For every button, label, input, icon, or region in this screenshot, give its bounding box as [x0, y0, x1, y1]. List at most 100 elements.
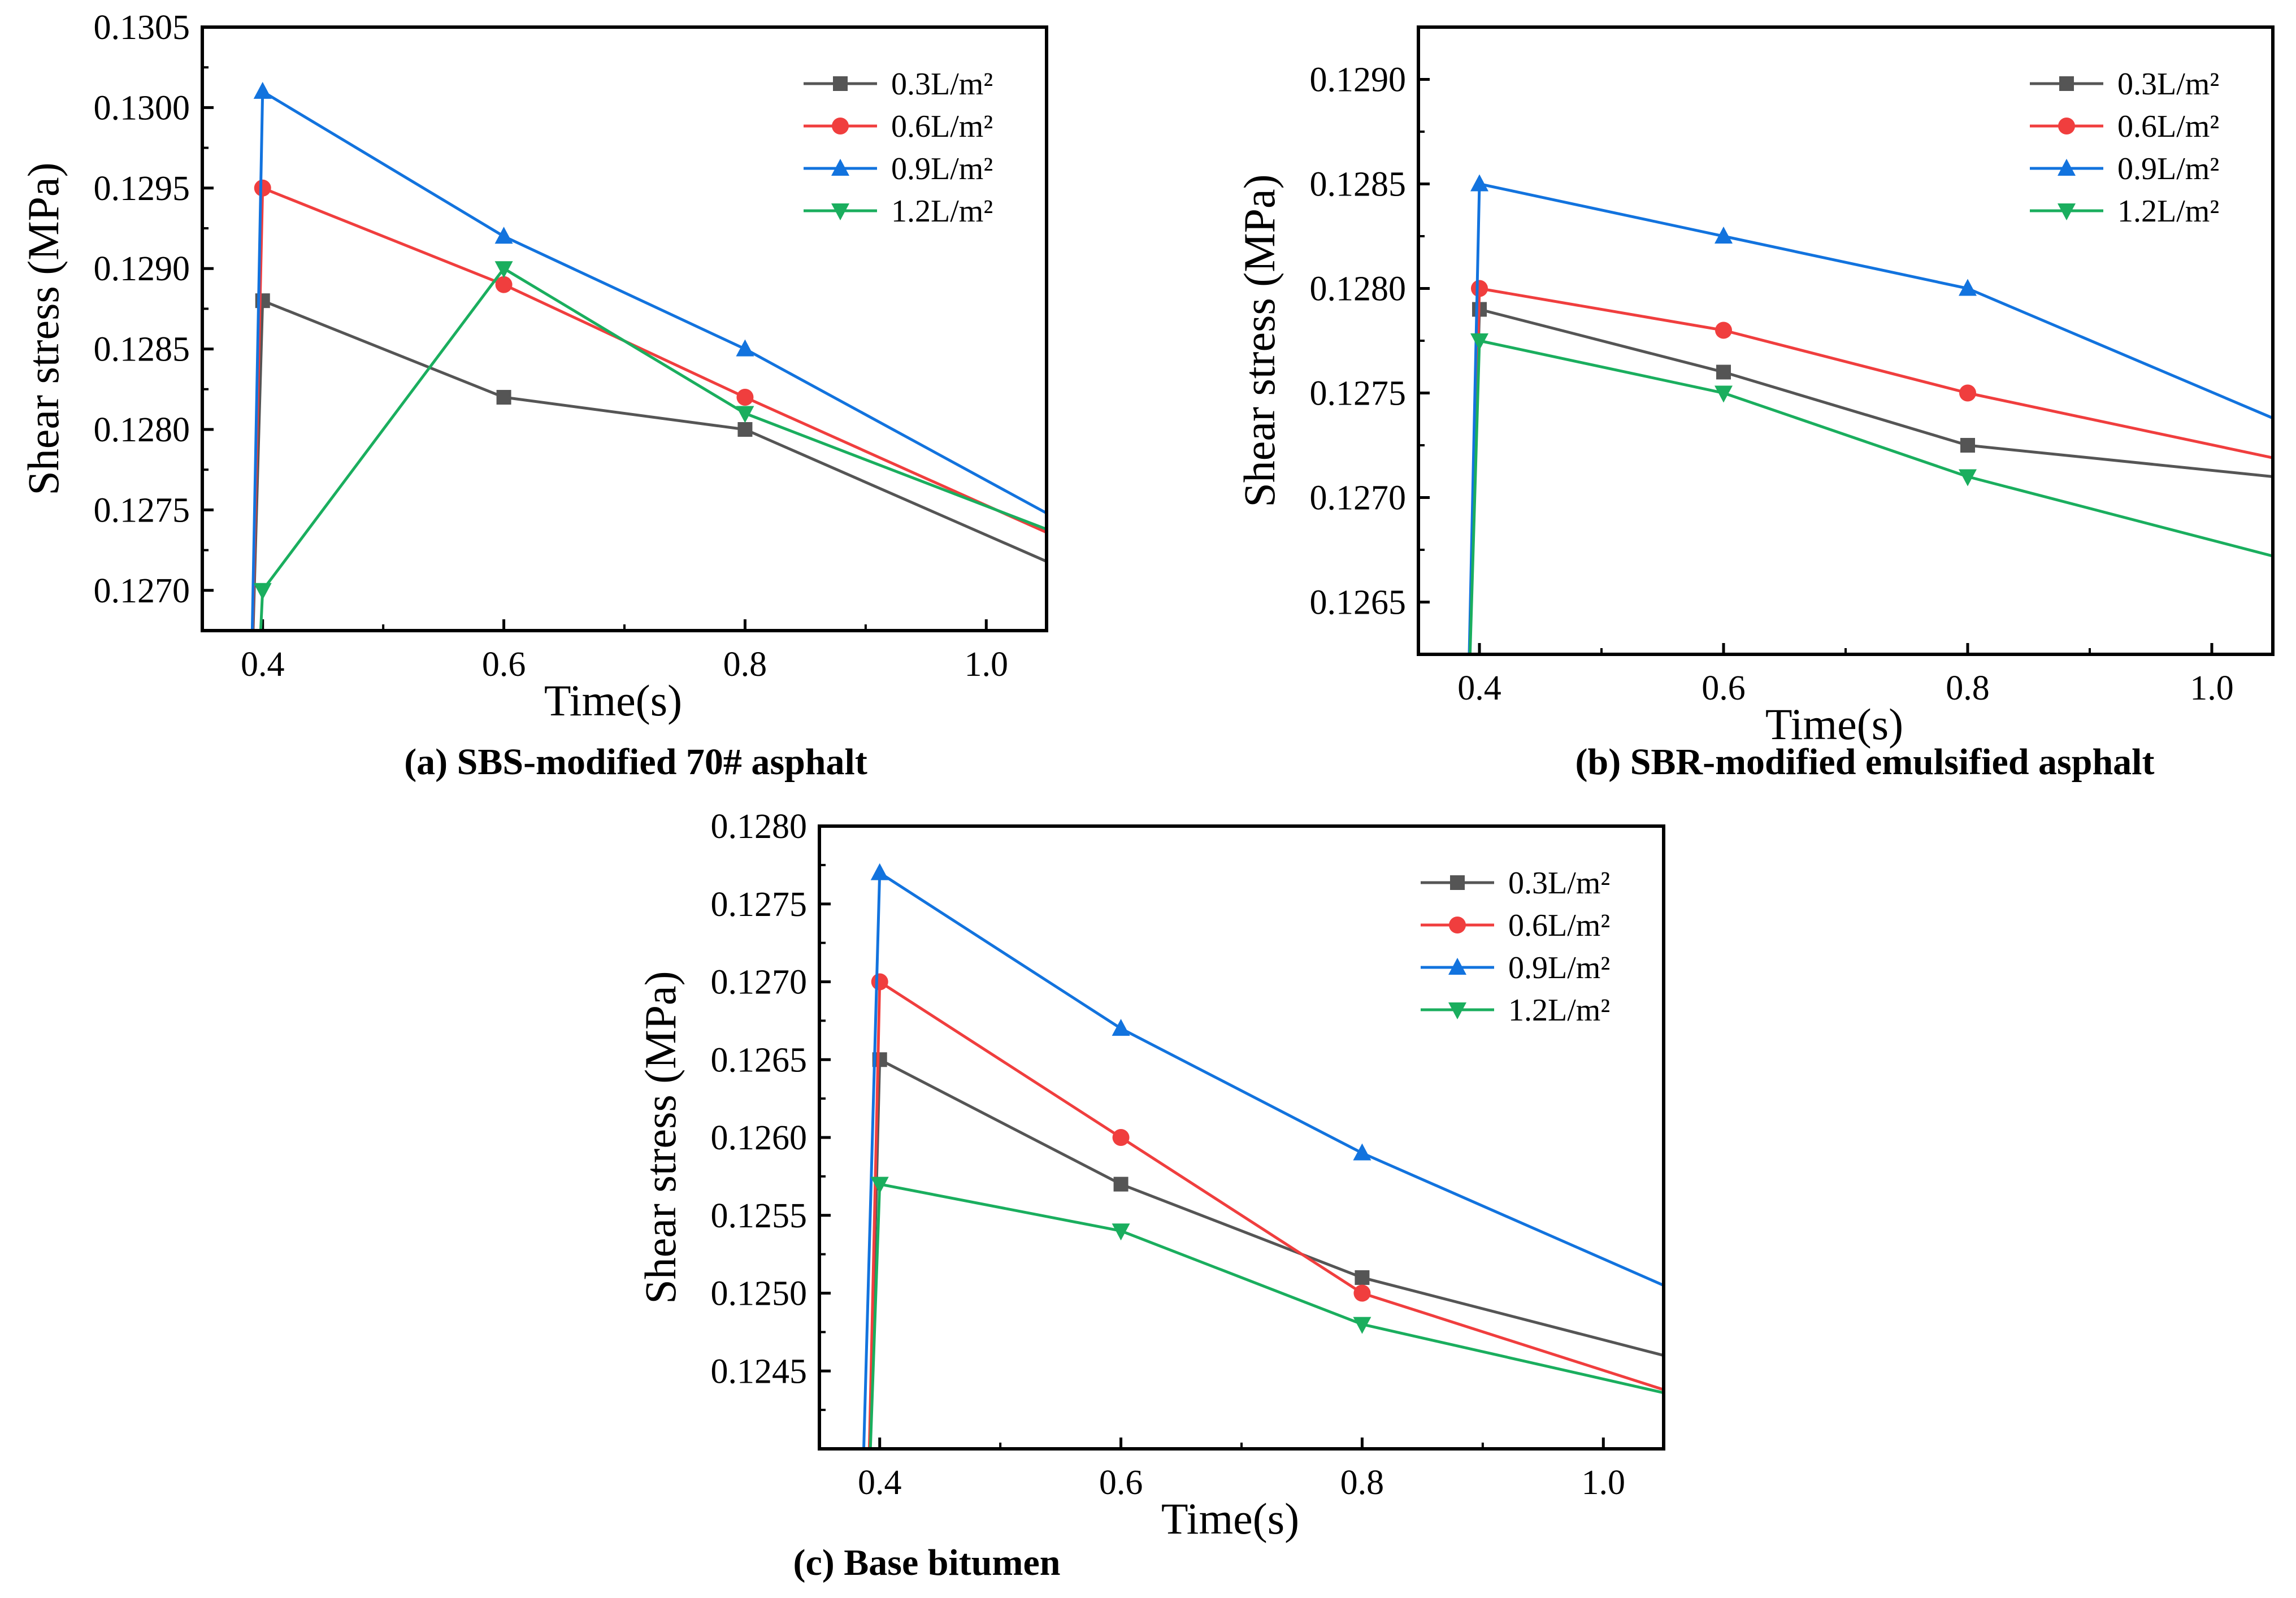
legend-label: 0.3L/m² — [1508, 866, 1610, 901]
legend-label: 0.6L/m² — [2117, 109, 2219, 144]
y-tick-label: 0.1285 — [1310, 166, 1407, 204]
y-tick-label: 0.1300 — [94, 89, 190, 127]
series-line — [1468, 287, 2273, 654]
legend-entry: 1.2L/m² — [2030, 194, 2219, 229]
data-point — [254, 179, 271, 197]
data-point — [1470, 174, 1488, 192]
x-tick-label: 0.6 — [482, 645, 526, 684]
y-tick-label: 0.1280 — [711, 807, 808, 846]
legend-label: 0.9L/m² — [2117, 151, 2219, 186]
x-tick-label: 0.4 — [241, 645, 285, 684]
plot-frame — [1417, 25, 2275, 656]
data-point — [1112, 1019, 1130, 1036]
legend-marker — [2059, 76, 2074, 91]
x-tick-label: 1.0 — [2190, 669, 2234, 707]
legend-entry: 0.9L/m² — [2030, 151, 2219, 186]
legend-entry: 0.3L/m² — [2030, 67, 2219, 102]
chart-a: 0.1270 0.1275 0.1280 0.1285 0.1290 0.1295 0.13… — [19, 8, 1048, 783]
legend-marker — [833, 76, 848, 91]
data-point — [494, 227, 513, 244]
series-1 — [1468, 280, 2273, 654]
data-point — [1959, 469, 1977, 487]
y-tick-label: 0.1275 — [711, 885, 808, 924]
y-axis-title: Shear stress (MPa) — [19, 162, 68, 495]
x-tick-label: 0.8 — [1946, 669, 1990, 707]
series-line — [867, 980, 1664, 1449]
series-line — [1468, 339, 2273, 654]
y-tick-label: 0.1295 — [94, 170, 190, 208]
data-point — [736, 406, 754, 423]
y-tick-label: 0.1245 — [711, 1352, 808, 1391]
legend-entry: 0.6L/m² — [2030, 109, 2219, 144]
y-tick-label: 0.1270 — [1310, 479, 1407, 518]
data-point — [736, 389, 754, 406]
data-point — [494, 261, 513, 279]
series-0 — [251, 293, 1047, 631]
legend-entry: 0.6L/m² — [804, 109, 993, 144]
y-tick-label: 0.1255 — [711, 1197, 808, 1235]
data-point — [253, 583, 272, 600]
data-point — [1470, 333, 1488, 350]
data-point — [496, 390, 511, 405]
series-2 — [250, 81, 1047, 631]
legend-entry: 0.9L/m² — [1421, 950, 1610, 985]
legend-marker — [832, 118, 849, 134]
y-tick-label: 0.1280 — [1310, 270, 1407, 309]
legend-marker — [1450, 875, 1465, 890]
data-point — [1960, 438, 1975, 453]
legend-label: 0.9L/m² — [891, 151, 993, 186]
y-tick-label: 0.1265 — [1310, 584, 1407, 622]
x-tick-label: 1.0 — [1582, 1464, 1626, 1502]
data-point — [1353, 1284, 1371, 1302]
y-tick-label: 0.1275 — [1310, 375, 1407, 413]
data-point — [495, 276, 513, 293]
y-tick-label: 0.1260 — [711, 1119, 808, 1157]
legend-entry: 0.9L/m² — [804, 151, 993, 186]
data-point — [1716, 364, 1731, 380]
x-tick-label: 0.4 — [858, 1464, 902, 1502]
series-line — [1468, 308, 2273, 654]
legend-marker — [831, 203, 849, 220]
data-point — [1959, 384, 1976, 402]
plot-frame — [818, 824, 1665, 1451]
x-tick-label: 0.8 — [723, 645, 767, 684]
series-2 — [1468, 174, 2273, 654]
series-line — [251, 299, 1047, 631]
series-0 — [868, 1052, 1664, 1449]
y-tick-label: 0.1280 — [94, 411, 190, 449]
data-point — [1471, 280, 1488, 297]
legend-label: 1.2L/m² — [891, 194, 993, 229]
y-tick-label: 0.1250 — [711, 1275, 808, 1313]
legend-entry: 1.2L/m² — [804, 194, 993, 229]
y-axis-title: Shear stress (MPa) — [636, 971, 685, 1304]
y-axis-title: Shear stress (MPa) — [1235, 174, 1284, 507]
data-point — [1113, 1176, 1129, 1192]
series-1 — [867, 973, 1664, 1449]
y-tick-label: 0.1270 — [94, 572, 190, 610]
y-tick-label: 0.1285 — [94, 331, 190, 369]
chart-caption: (c) Base bitumen — [793, 1542, 1061, 1583]
chart-caption: (a) SBS-modified 70# asphalt — [404, 741, 867, 783]
legend-label: 0.6L/m² — [1508, 908, 1610, 943]
data-point — [1112, 1223, 1130, 1241]
legend-label: 0.3L/m² — [2117, 67, 2219, 102]
legend-marker — [2058, 159, 2076, 176]
data-point — [1715, 227, 1733, 244]
legend-label: 1.2L/m² — [2117, 194, 2219, 229]
legend-entry: 0.6L/m² — [1421, 908, 1610, 943]
plot-frame — [201, 25, 1048, 632]
series-3 — [1468, 333, 2273, 654]
series-line — [259, 267, 1047, 631]
legend-marker — [831, 159, 849, 176]
x-tick-label: 0.4 — [1457, 669, 1501, 707]
legend-marker — [1448, 958, 1466, 975]
y-tick-label: 0.1290 — [1310, 61, 1407, 99]
legend-marker — [2058, 118, 2075, 134]
series-line — [869, 1183, 1664, 1449]
chart-caption: (b) SBR-modified emulsified asphalt — [1575, 741, 2155, 783]
x-tick-label: 0.6 — [1099, 1464, 1143, 1502]
data-point — [737, 422, 753, 437]
legend-entry: 0.3L/m² — [804, 67, 993, 102]
series-line — [251, 186, 1047, 631]
